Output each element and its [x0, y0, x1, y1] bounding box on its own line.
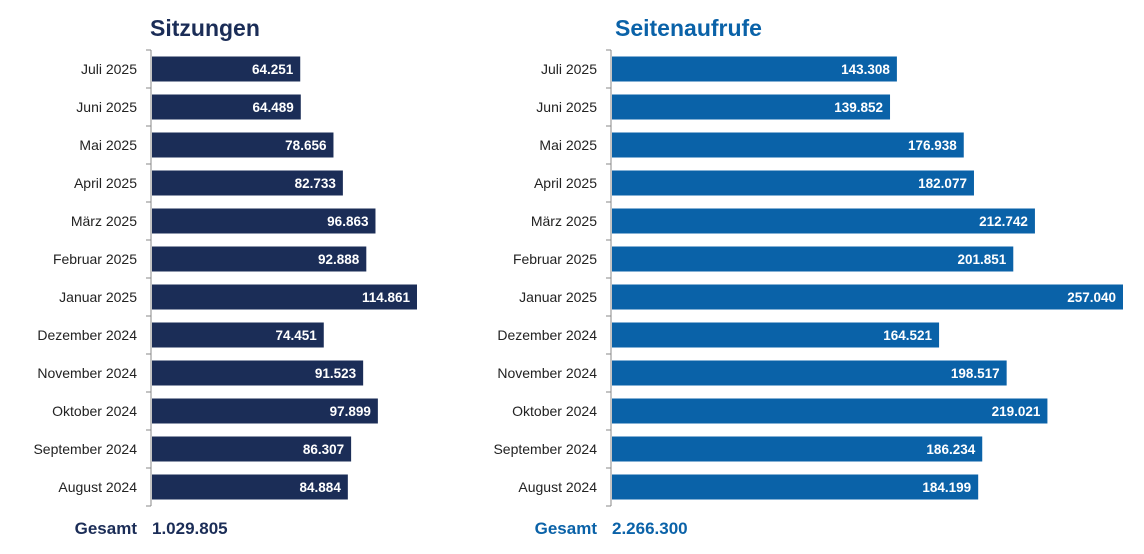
sessions-bar-value-label: 96.863: [327, 214, 369, 229]
sessions-category-label: November 2024: [37, 365, 137, 381]
pageviews-category-label: Januar 2025: [519, 289, 597, 305]
pageviews-bar: [612, 474, 979, 500]
sessions-bar: [152, 284, 417, 310]
sessions-bar: [152, 208, 376, 234]
pageviews-bar: [612, 208, 1035, 234]
sessions-bar-value-label: 64.251: [252, 62, 294, 77]
sessions-category-label: Juni 2025: [76, 99, 137, 115]
sessions-total-value: 1.029.805: [152, 519, 228, 538]
pageviews-bar-value-label: 164.521: [883, 328, 932, 343]
pageviews-chart: Seitenaufrufe Juli 2025 143.308 Juni 2025 13…: [493, 15, 1123, 538]
sessions-chart-title: Sitzungen: [150, 15, 260, 41]
pageviews-chart-title: Seitenaufrufe: [615, 15, 762, 41]
sessions-bar: [152, 170, 343, 196]
sessions-category-label: August 2024: [58, 479, 137, 495]
pageviews-bar: [612, 246, 1014, 272]
sessions-bar: [152, 474, 348, 500]
pageviews-category-label: August 2024: [518, 479, 597, 495]
pageviews-total-value: 2.266.300: [612, 519, 688, 538]
sessions-bar: [152, 436, 352, 462]
sessions-bar: [152, 94, 301, 120]
pageviews-category-label: November 2024: [497, 365, 597, 381]
sessions-bar-value-label: 86.307: [303, 442, 344, 457]
pageviews-bar: [612, 170, 974, 196]
pageviews-bar: [612, 436, 983, 462]
sessions-bar-value-label: 64.489: [252, 100, 293, 115]
pageviews-category-label: September 2024: [493, 441, 597, 457]
sessions-chart: Sitzungen Juli 2025 64.251 Juni 2025 64.489 M…: [33, 15, 417, 538]
sessions-bar: [152, 246, 367, 272]
sessions-bar: [152, 398, 378, 424]
pageviews-category-label: April 2025: [534, 175, 597, 191]
sessions-category-label: März 2025: [71, 213, 137, 229]
pageviews-category-label: Juli 2025: [541, 61, 597, 77]
sessions-bar: [152, 322, 324, 348]
pageviews-bar-value-label: 186.234: [926, 442, 975, 457]
pageviews-total-label: Gesamt: [535, 519, 598, 538]
sessions-bar: [152, 132, 334, 158]
pageviews-category-label: Mai 2025: [539, 137, 597, 153]
pageviews-bar: [612, 398, 1048, 424]
pageviews-bar-value-label: 143.308: [841, 62, 890, 77]
pageviews-category-label: Dezember 2024: [497, 327, 597, 343]
sessions-bar-value-label: 82.733: [295, 176, 337, 191]
sessions-bar-value-label: 91.523: [315, 366, 357, 381]
sessions-bar-value-label: 84.884: [300, 480, 342, 495]
pageviews-bar: [612, 284, 1123, 310]
sessions-category-label: Mai 2025: [79, 137, 137, 153]
pageviews-bar-value-label: 182.077: [918, 176, 967, 191]
pageviews-bar: [612, 94, 891, 120]
sessions-category-label: Juli 2025: [81, 61, 137, 77]
sessions-bar-value-label: 92.888: [318, 252, 360, 267]
pageviews-bar-value-label: 184.199: [922, 480, 971, 495]
pageviews-category-label: Juni 2025: [536, 99, 597, 115]
sessions-bar-value-label: 78.656: [285, 138, 327, 153]
sessions-bar-value-label: 114.861: [362, 290, 411, 305]
pageviews-bar-value-label: 219.021: [992, 404, 1041, 419]
pageviews-bar: [612, 132, 964, 158]
pageviews-bar-value-label: 198.517: [951, 366, 1000, 381]
sessions-bar: [152, 56, 301, 82]
pageviews-bar: [612, 360, 1007, 386]
pageviews-category-label: März 2025: [531, 213, 597, 229]
pageviews-bar-value-label: 212.742: [979, 214, 1028, 229]
sessions-bar: [152, 360, 364, 386]
sessions-category-label: April 2025: [74, 175, 137, 191]
sessions-category-label: Januar 2025: [59, 289, 137, 305]
pageviews-category-label: Oktober 2024: [512, 403, 597, 419]
sessions-bar-value-label: 74.451: [275, 328, 317, 343]
pageviews-bar-value-label: 176.938: [908, 138, 957, 153]
sessions-category-label: Dezember 2024: [37, 327, 137, 343]
pageviews-bar-value-label: 257.040: [1067, 290, 1116, 305]
sessions-total-label: Gesamt: [75, 519, 138, 538]
pageviews-bar: [612, 322, 940, 348]
sessions-category-label: September 2024: [33, 441, 137, 457]
pageviews-bar: [612, 56, 897, 82]
pageviews-bar-value-label: 201.851: [957, 252, 1006, 267]
sessions-category-label: Oktober 2024: [52, 403, 137, 419]
sessions-bar-value-label: 97.899: [330, 404, 371, 419]
pageviews-bar-value-label: 139.852: [834, 100, 883, 115]
sessions-category-label: Februar 2025: [53, 251, 137, 267]
pageviews-category-label: Februar 2025: [513, 251, 597, 267]
